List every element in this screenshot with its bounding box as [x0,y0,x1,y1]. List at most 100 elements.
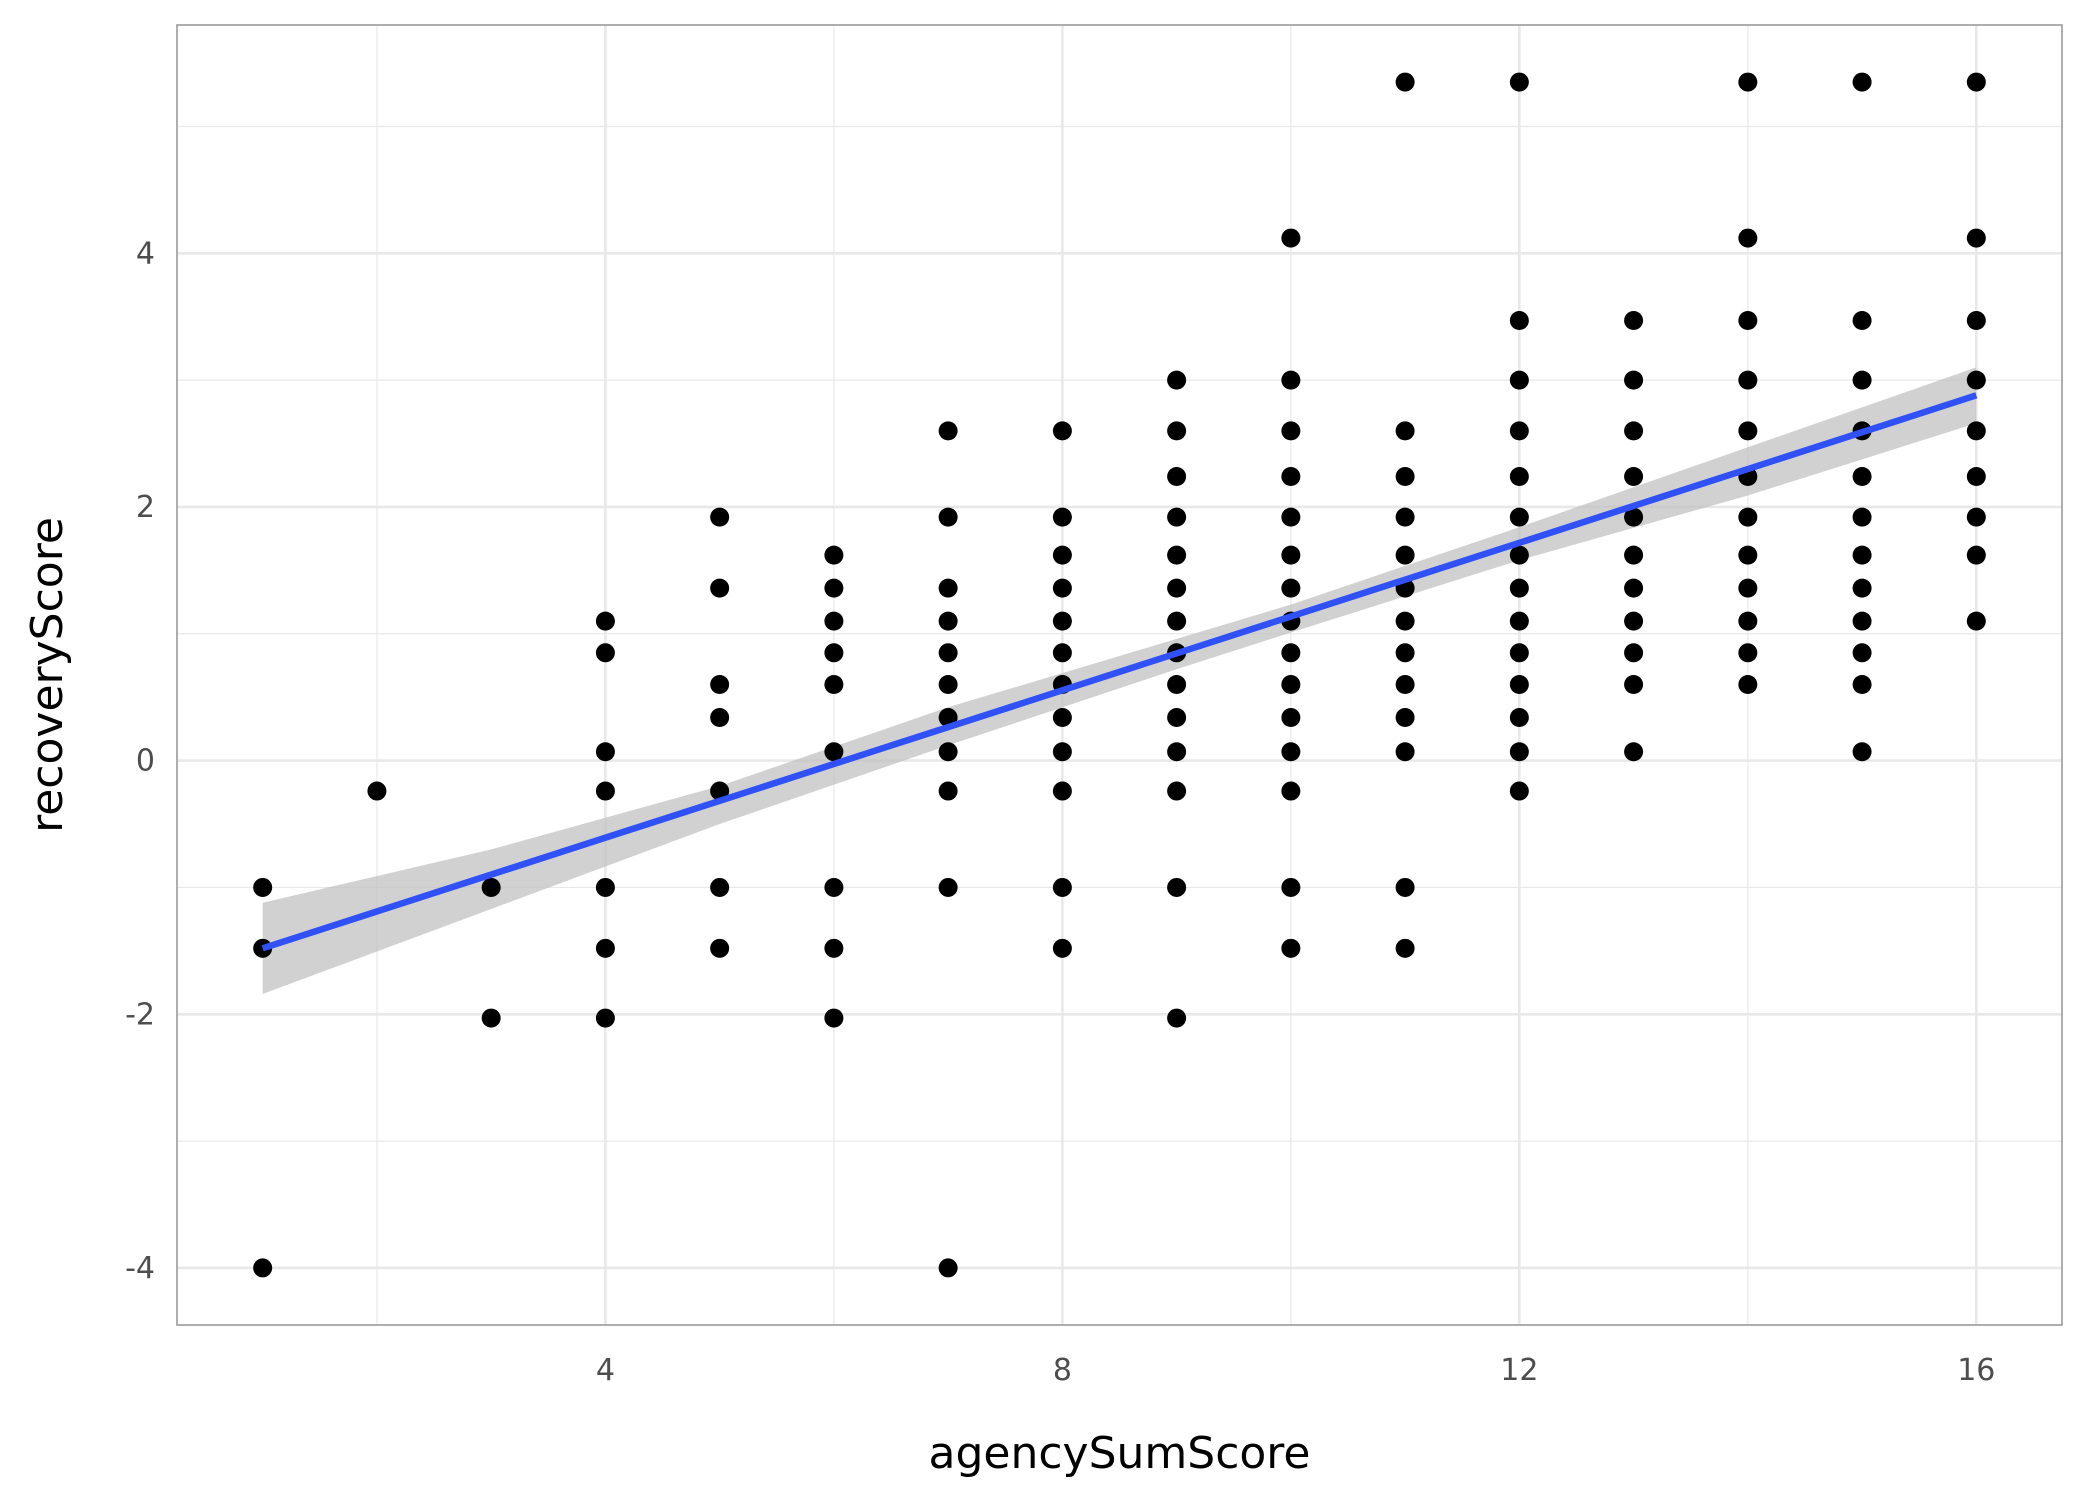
data-point [710,781,730,801]
x-tick-label: 4 [596,1353,615,1388]
data-point [1624,467,1644,487]
y-axis-title: recoveryScore [22,517,73,833]
data-point [1509,707,1529,727]
data-point [1738,611,1758,631]
data-point [938,1258,958,1278]
data-point [1738,311,1758,331]
data-point [938,675,958,695]
data-point [1852,578,1872,598]
data-point [1167,707,1187,727]
data-point [1281,507,1301,527]
data-point [1852,611,1872,631]
data-point [1395,938,1415,958]
data-point [824,643,844,663]
data-point [1852,72,1872,92]
data-point [1509,545,1529,565]
data-point [1052,707,1072,727]
data-point [1281,467,1301,487]
data-point [1167,611,1187,631]
data-point [710,507,730,527]
data-point [710,578,730,598]
y-tick-label: -4 [125,1251,155,1286]
data-point [938,643,958,663]
data-point [824,1008,844,1028]
data-point [1509,507,1529,527]
data-point [1052,781,1072,801]
regression-line [261,392,1978,952]
data-point [1281,228,1301,248]
data-point [1738,421,1758,441]
data-point [1167,742,1187,762]
data-point [1281,675,1301,695]
data-point [938,578,958,598]
data-point [1966,611,1986,631]
data-point [595,781,615,801]
data-point [1738,507,1758,527]
data-point [253,1258,273,1278]
data-point [1852,675,1872,695]
x-tick-label: 12 [1500,1353,1538,1388]
data-point [1052,421,1072,441]
data-point [1624,421,1644,441]
data-point [595,1008,615,1028]
data-point [1167,370,1187,390]
data-point [1966,311,1986,331]
data-point [938,507,958,527]
data-point [1281,421,1301,441]
data-point [1167,1008,1187,1028]
data-point [1738,675,1758,695]
data-point [1281,545,1301,565]
data-point [1624,578,1644,598]
data-point [1966,545,1986,565]
data-point [1052,938,1072,958]
data-point [1052,578,1072,598]
confidence-band-layer [262,367,1977,994]
data-point [367,781,387,801]
data-point [1509,675,1529,695]
data-point [824,611,844,631]
data-point [938,877,958,897]
data-point [1395,643,1415,663]
data-point [938,611,958,631]
data-point [595,742,615,762]
data-point [1966,228,1986,248]
data-point [1509,421,1529,441]
major-gridlines [177,25,2062,1325]
data-point [1395,742,1415,762]
data-point [1167,781,1187,801]
data-point [1395,675,1415,695]
x-axis-title: agencySumScore [929,1428,1311,1479]
data-point [1966,72,1986,92]
data-point [595,611,615,631]
data-point [1281,938,1301,958]
data-point [1281,781,1301,801]
data-point [1738,228,1758,248]
data-point [1509,370,1529,390]
data-point [1509,467,1529,487]
y-axis-tick-labels: -4 -2 0 2 4 [125,236,155,1286]
data-point [1281,742,1301,762]
data-point [1852,467,1872,487]
data-point [1395,877,1415,897]
y-tick-label: 2 [136,490,155,525]
data-point [938,421,958,441]
data-point [1852,545,1872,565]
data-point [1852,507,1872,527]
y-tick-label: -2 [125,997,155,1032]
data-point [710,938,730,958]
data-point [824,545,844,565]
data-point [1167,675,1187,695]
data-point [1395,72,1415,92]
data-point [1052,643,1072,663]
data-point [595,643,615,663]
data-point [1852,370,1872,390]
data-point [1167,545,1187,565]
data-point [1509,781,1529,801]
data-point [1624,311,1644,331]
data-point [1966,370,1986,390]
data-point [1395,545,1415,565]
data-point [1624,742,1644,762]
data-point [1167,507,1187,527]
